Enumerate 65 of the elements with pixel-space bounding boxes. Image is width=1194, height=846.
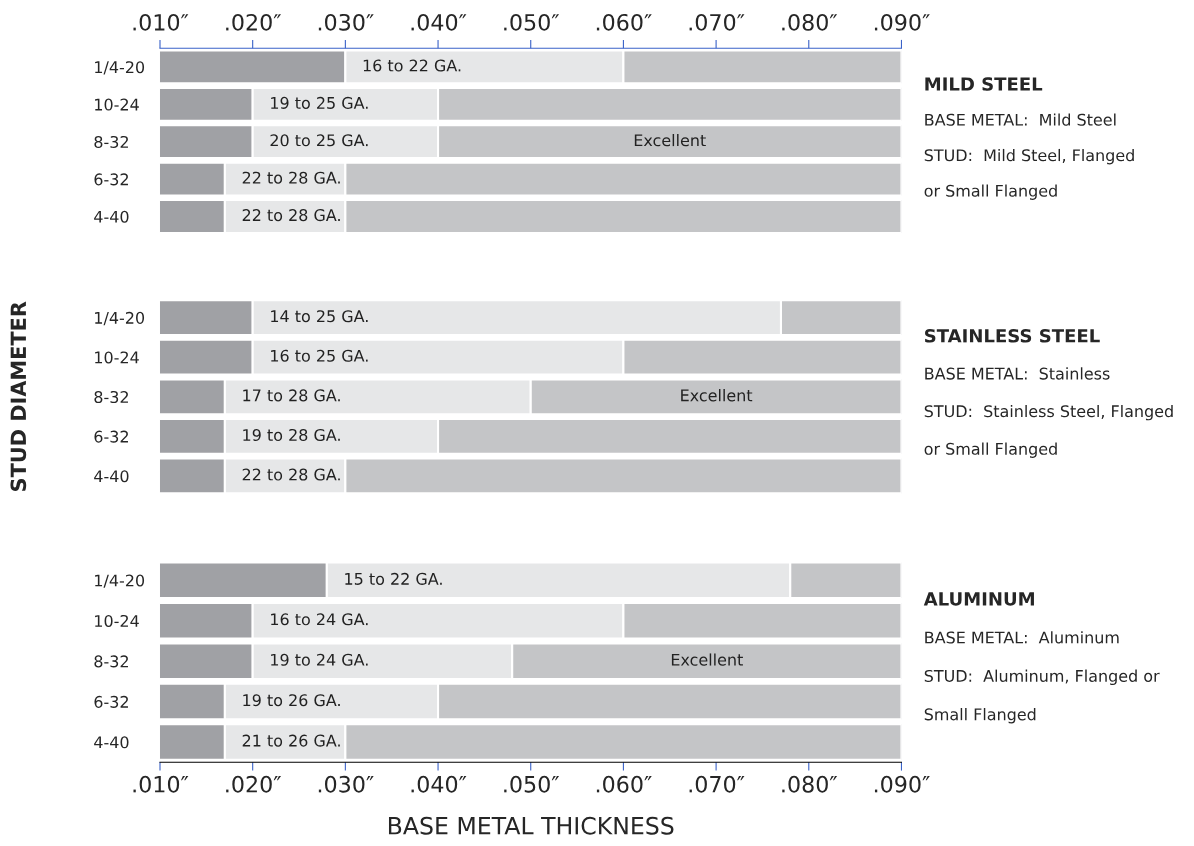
annotation: 22 to 28 GA. [242,468,340,481]
x-axis-title: BASE METAL THICKNESS [388,816,674,835]
text: or Small Flanged [924,442,1057,458]
y-tick-label: 4-40 [94,470,129,483]
x2-tick-label: .020″ [226,13,282,31]
annotation: 19 to 24 GA. [271,653,368,666]
annotation: 19 to 26 GA. [243,694,340,707]
annotation: 14 to 25 GA. [271,310,368,323]
annotation: Excellent [681,389,753,402]
annotation: 19 to 28 GA. [243,428,340,441]
annotation: 16 to 24 GA. [271,613,368,626]
y-axis-title: STUD DIAMETER [10,301,27,491]
y-tick-label: 1/4-20 [95,61,145,75]
x-tick-label: .010″ [133,775,189,793]
x-tick-label: .040″ [411,775,467,793]
y-tick-label: 6-32 [94,430,128,443]
text: or Small Flanged [924,184,1057,200]
annotation: Excellent [634,133,706,147]
annotation: 20 to 25 GA. [270,134,368,147]
x-tick-label: .070″ [689,775,745,793]
y-tick-label: 6-32 [94,173,128,186]
x-tick-label: .050″ [504,775,560,793]
annotation: Excellent [671,653,743,666]
x2-tick-label: .040″ [411,13,467,31]
y-tick-label: 10-24 [95,614,139,628]
y-tick-label: 10-24 [95,98,139,111]
annotation: 16 to 25 GA. [271,349,368,362]
text: STUD: Aluminum, Flanged or [924,669,1160,686]
annotation: 22 to 28 GA. [242,209,340,222]
x2-tick-label: .010″ [133,13,189,31]
text: STUD: Stainless Steel, Flanged [924,404,1173,421]
text: STUD: Mild Steel, Flanged [924,148,1134,165]
x-tick-label: .080″ [782,775,838,793]
y-tick-label: 10-24 [95,351,139,364]
y-tick-label: 4-40 [94,736,129,749]
x2-tick-label: .090″ [874,13,930,31]
y-tick-label: 6-32 [94,695,128,708]
y-tick-label: 1/4-20 [95,574,145,588]
annotation: 16 to 22 GA. [363,59,461,72]
x-tick-label: .090″ [874,775,930,793]
y-tick-label: 8-32 [94,655,128,668]
y-tick-label: 8-32 [94,135,128,148]
text: STAINLESS STEEL [925,328,1100,343]
text: BASE METAL: Aluminum [925,631,1119,644]
text: Small Flanged [924,708,1036,724]
text: BASE METAL: Mild Steel [925,113,1116,126]
x2-tick-label: .080″ [782,13,838,31]
y-tick-label: 1/4-20 [95,311,145,326]
annotation: 17 to 28 GA. [243,389,340,402]
y-tick-label: 4-40 [94,210,129,223]
x-tick-label: .060″ [596,775,652,793]
text: BASE METAL: Stainless [925,367,1110,380]
x2-tick-label: .030″ [318,13,374,31]
x-tick-label: .020″ [226,775,282,793]
text: MILD STEEL [925,77,1043,91]
annotation: 15 to 22 GA. [345,572,442,585]
y-tick-label: 8-32 [94,390,128,404]
annotation: 22 to 28 GA. [242,171,340,184]
annotation: 21 to 26 GA. [242,734,340,747]
x-tick-label: .030″ [318,775,374,793]
x2-tick-label: .070″ [689,13,745,31]
x2-tick-label: .060″ [596,13,652,31]
x2-tick-label: .050″ [504,13,560,31]
text: ALUMINUM [923,592,1034,606]
annotation: 19 to 25 GA. [271,96,368,109]
